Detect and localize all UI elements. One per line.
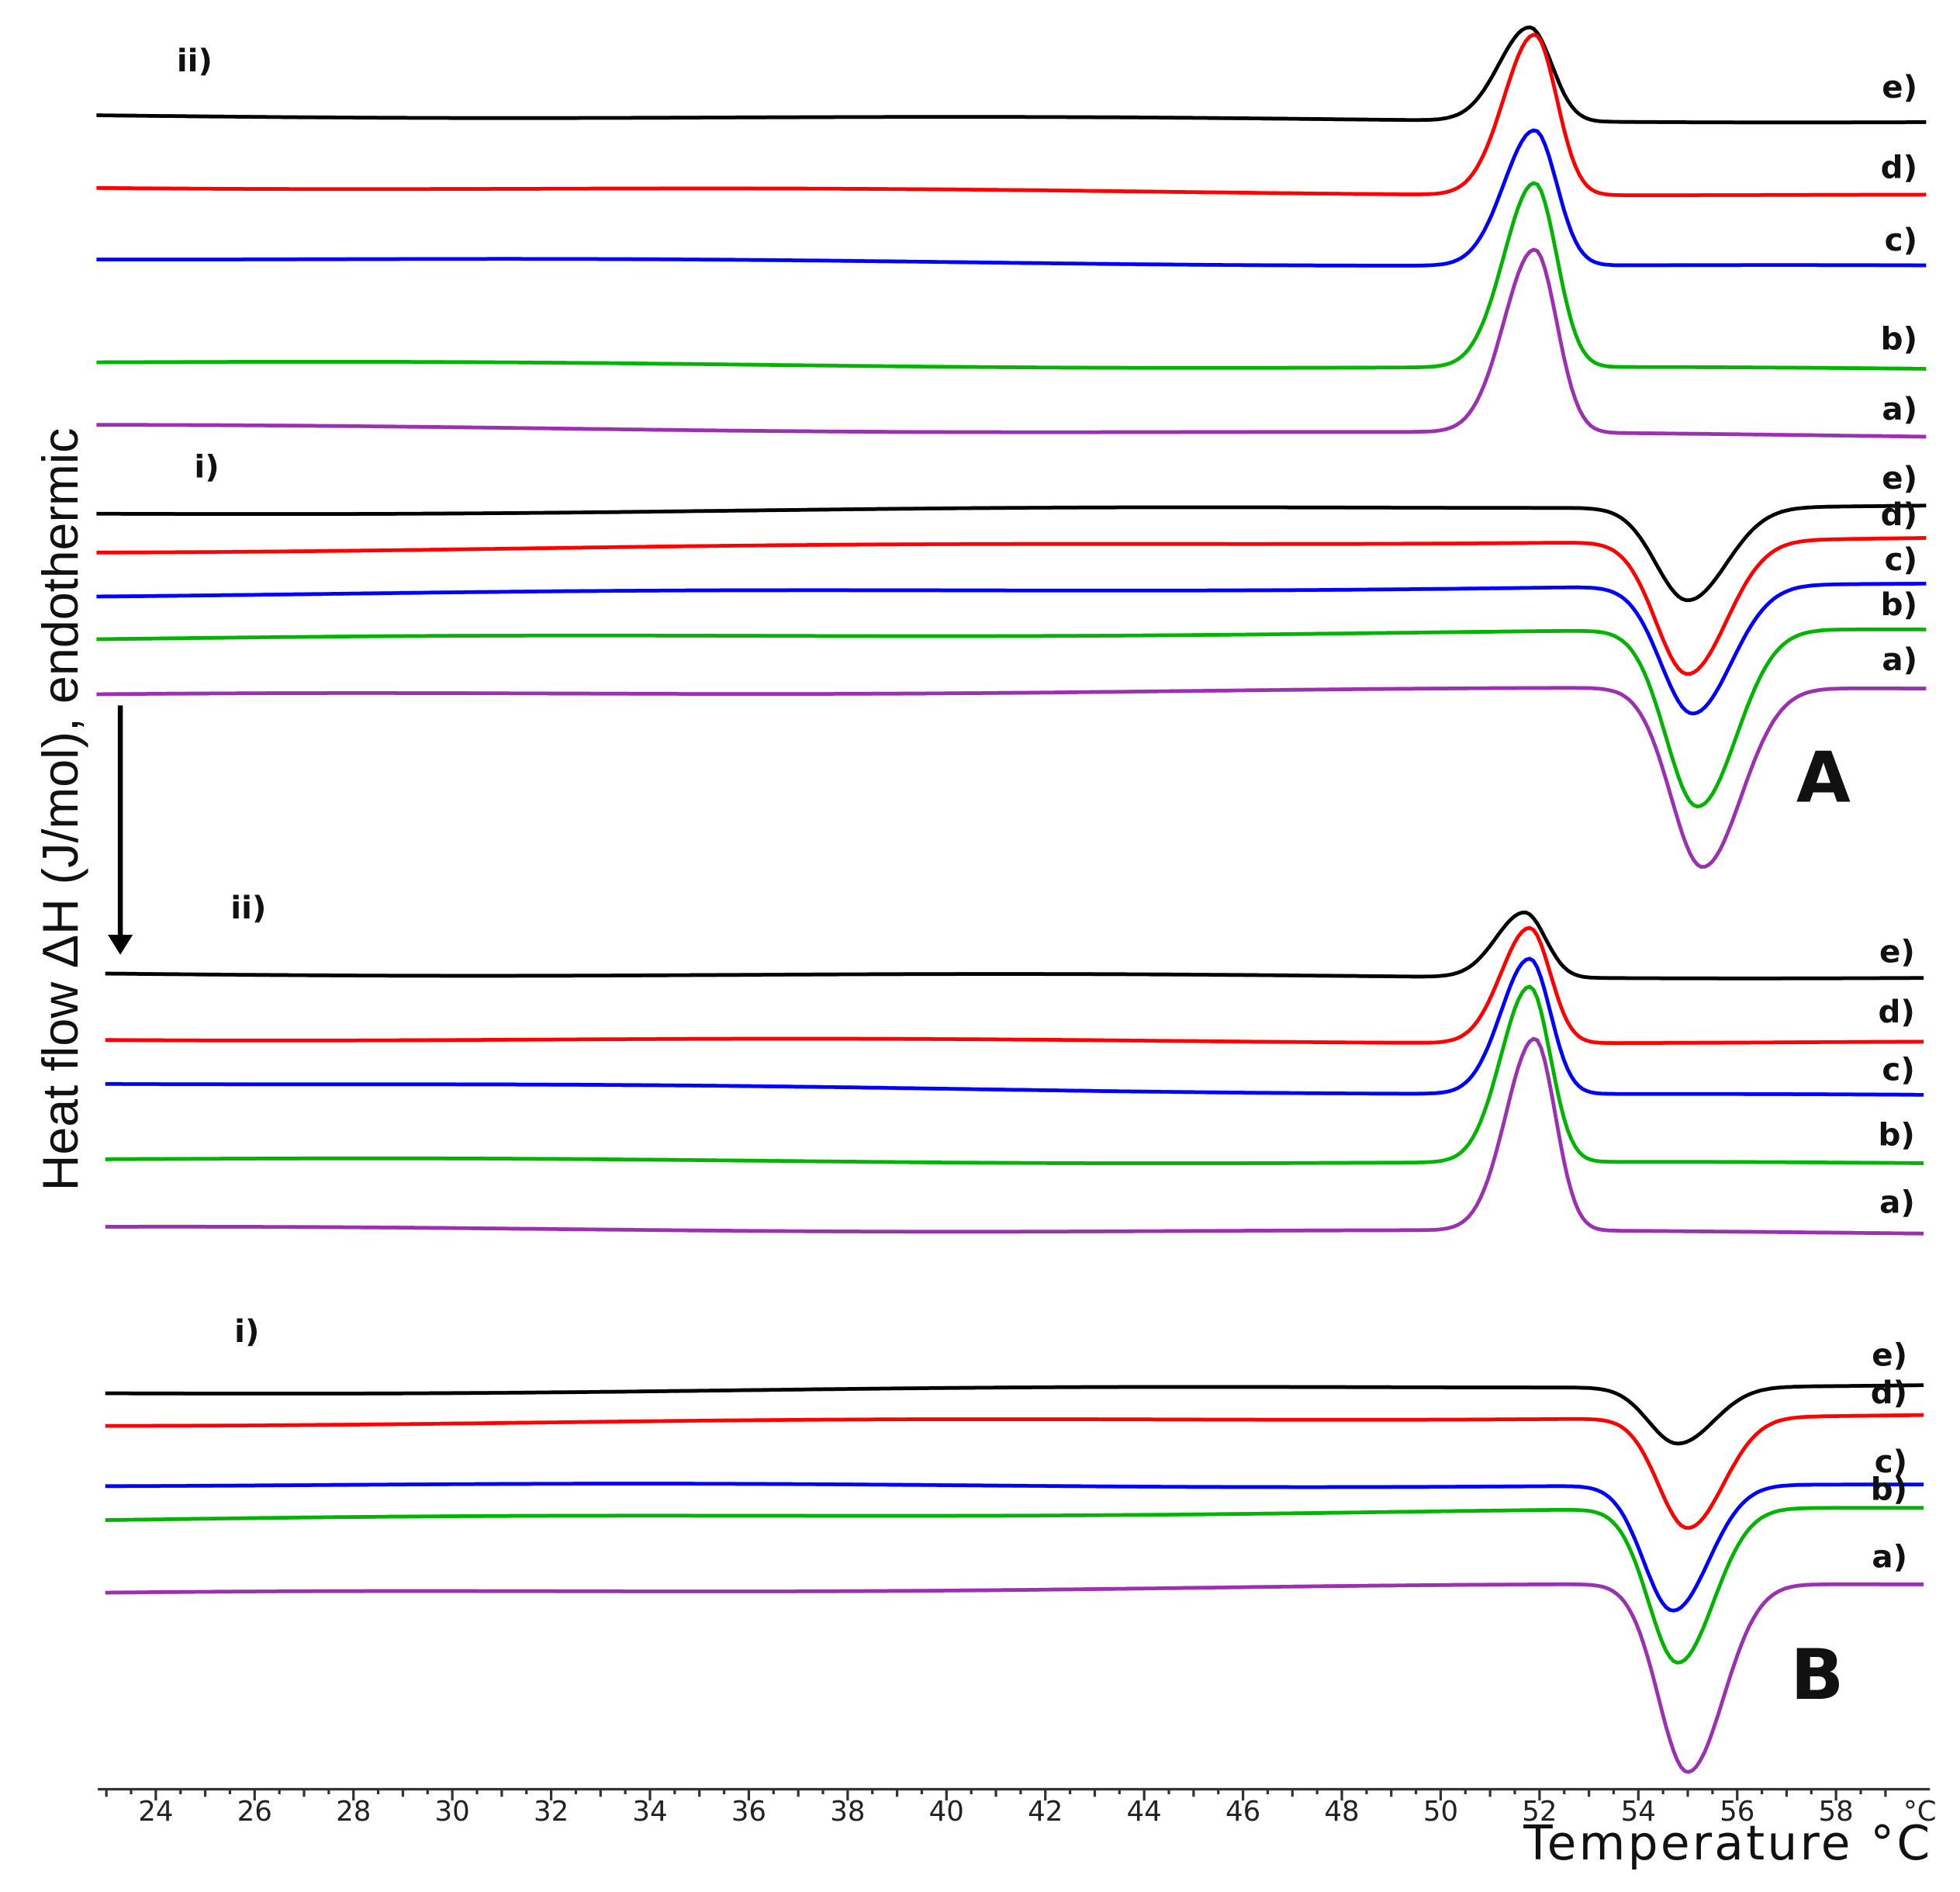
curve-label: a) — [1882, 391, 1917, 427]
curve-e-trace — [105, 1383, 1924, 1446]
curve-label: c) — [1885, 541, 1917, 578]
curve-c-trace — [96, 581, 1927, 716]
curve-b-trace — [105, 984, 1924, 1166]
x-tick-label: 54 — [1621, 1796, 1656, 1828]
curve-label: a) — [1872, 1539, 1907, 1576]
x-tick-label: 24 — [138, 1796, 173, 1828]
x-tick-label: 32 — [534, 1796, 569, 1828]
x-tick-label: 42 — [1028, 1796, 1063, 1828]
x-tick-label: 36 — [731, 1796, 766, 1828]
curve-e-trace — [105, 910, 1924, 981]
x-tick-label: 50 — [1423, 1796, 1458, 1828]
section-label: ii) — [177, 43, 213, 79]
x-tick-label: 28 — [336, 1796, 371, 1828]
curve-label: d) — [1881, 496, 1917, 533]
curve-label: e) — [1882, 460, 1917, 496]
curve-c-trace — [105, 1482, 1924, 1613]
x-tick-label: 56 — [1720, 1796, 1754, 1828]
section-label: i) — [234, 1313, 259, 1350]
curve-a-trace — [105, 1036, 1924, 1236]
section-labels-layer: ii) i) ii) i) — [177, 43, 267, 1350]
panel-label: B — [1790, 1634, 1844, 1716]
x-tick-label: 40 — [929, 1796, 964, 1828]
curve-e-trace — [96, 503, 1927, 603]
curve-label: b) — [1881, 586, 1917, 623]
curve-label: d) — [1871, 1375, 1907, 1411]
x-tick-label: 48 — [1324, 1796, 1359, 1828]
x-tick-label: 46 — [1225, 1796, 1260, 1828]
x-axis-ticks: 24 26 28 30 32 34 36 38 40 42 44 46 48 50 52 54 56 58 — [105, 1789, 1887, 1828]
curve-label: e) — [1882, 69, 1917, 105]
x-tick-label: 26 — [237, 1796, 272, 1828]
curve-a-trace — [96, 247, 1927, 439]
curve-label: a) — [1882, 642, 1917, 678]
curve-e-trace — [96, 25, 1927, 125]
x-tick-label: 58 — [1819, 1796, 1854, 1828]
curve-label: b) — [1881, 321, 1917, 358]
curve-a-trace — [96, 686, 1927, 870]
curve-label: e) — [1879, 934, 1915, 970]
curve-b-trace — [96, 627, 1927, 809]
curve-c-trace — [105, 956, 1924, 1097]
curve-a-trace — [105, 1582, 1924, 1774]
traces-layer — [96, 25, 1927, 1774]
curve-d-trace — [105, 925, 1924, 1046]
direction-arrow — [107, 705, 133, 955]
panel-labels-layer: AB — [1790, 738, 1851, 1716]
y-axis-title: Heat flow ΔH (J/mol), endothermic — [33, 428, 88, 1192]
curve-b-trace — [96, 181, 1927, 371]
curve-label: b) — [1878, 1116, 1914, 1153]
arrow-head — [107, 934, 133, 955]
x-axis: 24 26 28 30 32 34 36 38 40 42 44 46 48 50 52 54 56 58 °C … — [98, 1787, 1937, 1871]
x-axis-title: Temperature °C — [1523, 1816, 1932, 1871]
x-unit-tick-label: °C — [1903, 1796, 1937, 1828]
panel-label: A — [1796, 738, 1851, 819]
curve-label: d) — [1881, 149, 1917, 185]
curve-label: d) — [1878, 994, 1914, 1030]
x-tick-label: 44 — [1127, 1796, 1162, 1828]
section-label: i) — [194, 448, 219, 485]
curve-label: b) — [1871, 1471, 1907, 1507]
curve-d-trace — [96, 535, 1927, 676]
curve-b-trace — [105, 1506, 1924, 1665]
curve-labels-layer: e)d)c)b)a)e)d)c)b)a)e)d)c)b)a)e)d)c)b)a) — [1871, 69, 1917, 1576]
curve-d-trace — [105, 1413, 1924, 1531]
x-tick-label: 30 — [435, 1796, 470, 1828]
curve-label: c) — [1885, 222, 1917, 258]
curve-label: e) — [1872, 1337, 1907, 1374]
curve-d-trace — [96, 33, 1927, 198]
x-tick-label: 38 — [830, 1796, 865, 1828]
section-label: ii) — [230, 890, 266, 926]
x-tick-label: 52 — [1522, 1796, 1557, 1828]
curve-label: c) — [1882, 1051, 1914, 1088]
curve-c-trace — [96, 128, 1927, 268]
x-tick-label: 34 — [632, 1796, 667, 1828]
curve-label: a) — [1879, 1185, 1915, 1221]
curve-label: c) — [1875, 1444, 1907, 1480]
